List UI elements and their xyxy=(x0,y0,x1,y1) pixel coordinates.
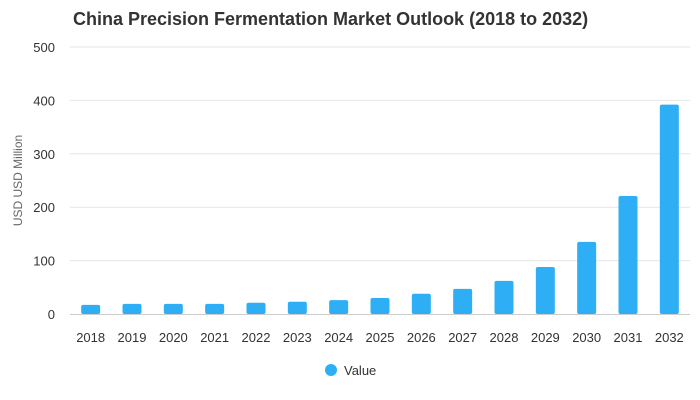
gridlines xyxy=(70,46,690,262)
y-tick-label: 0 xyxy=(48,307,55,322)
bar-2022[interactable] xyxy=(246,302,266,314)
x-tick-label: 2027 xyxy=(448,330,477,345)
bar-2020[interactable] xyxy=(163,303,183,314)
y-tick-label: 100 xyxy=(33,254,55,269)
legend[interactable]: Value xyxy=(325,363,376,378)
x-tick-label: 2018 xyxy=(76,330,105,345)
y-tick-label: 200 xyxy=(33,200,55,215)
bar-2024[interactable] xyxy=(329,300,349,314)
y-axis-label: USD USD Million xyxy=(11,135,25,226)
x-tick-label: 2022 xyxy=(242,330,271,345)
bar-2026[interactable] xyxy=(411,293,431,314)
x-tick-label: 2026 xyxy=(407,330,436,345)
x-tick-label: 2030 xyxy=(572,330,601,345)
x-tick-label: 2029 xyxy=(531,330,560,345)
y-axis-ticks: 0 100 200 300 400 500 xyxy=(33,40,55,322)
x-tick-label: 2025 xyxy=(366,330,395,345)
bar-2021[interactable] xyxy=(205,303,225,314)
x-tick-label: 2020 xyxy=(159,330,188,345)
bar-2018[interactable] xyxy=(81,304,101,314)
legend-label: Value xyxy=(344,363,376,378)
chart-title: China Precision Fermentation Market Outl… xyxy=(73,9,588,29)
x-tick-label: 2028 xyxy=(490,330,519,345)
bar-2028[interactable] xyxy=(494,280,514,314)
bar-2029[interactable] xyxy=(535,267,555,314)
bar-2027[interactable] xyxy=(453,288,473,314)
y-tick-label: 400 xyxy=(33,93,55,108)
y-tick-label: 500 xyxy=(33,40,55,55)
y-tick-label: 300 xyxy=(33,147,55,162)
x-tick-label: 2032 xyxy=(655,330,684,345)
x-tick-label: 2019 xyxy=(118,330,147,345)
bar-2023[interactable] xyxy=(287,301,307,314)
bar-2032[interactable] xyxy=(659,104,679,314)
bar-2030[interactable] xyxy=(577,241,597,314)
x-tick-label: 2021 xyxy=(200,330,229,345)
legend-marker xyxy=(325,364,337,376)
bars xyxy=(81,104,679,314)
bar-2019[interactable] xyxy=(122,303,142,314)
x-tick-label: 2024 xyxy=(324,330,353,345)
x-tick-label: 2031 xyxy=(614,330,643,345)
bar-2025[interactable] xyxy=(370,297,390,314)
x-tick-label: 2023 xyxy=(283,330,312,345)
x-axis-ticks: 2018 2019 2020 2021 2022 2023 2024 2025 2026 2027… xyxy=(76,330,684,345)
bar-2031[interactable] xyxy=(618,195,638,314)
